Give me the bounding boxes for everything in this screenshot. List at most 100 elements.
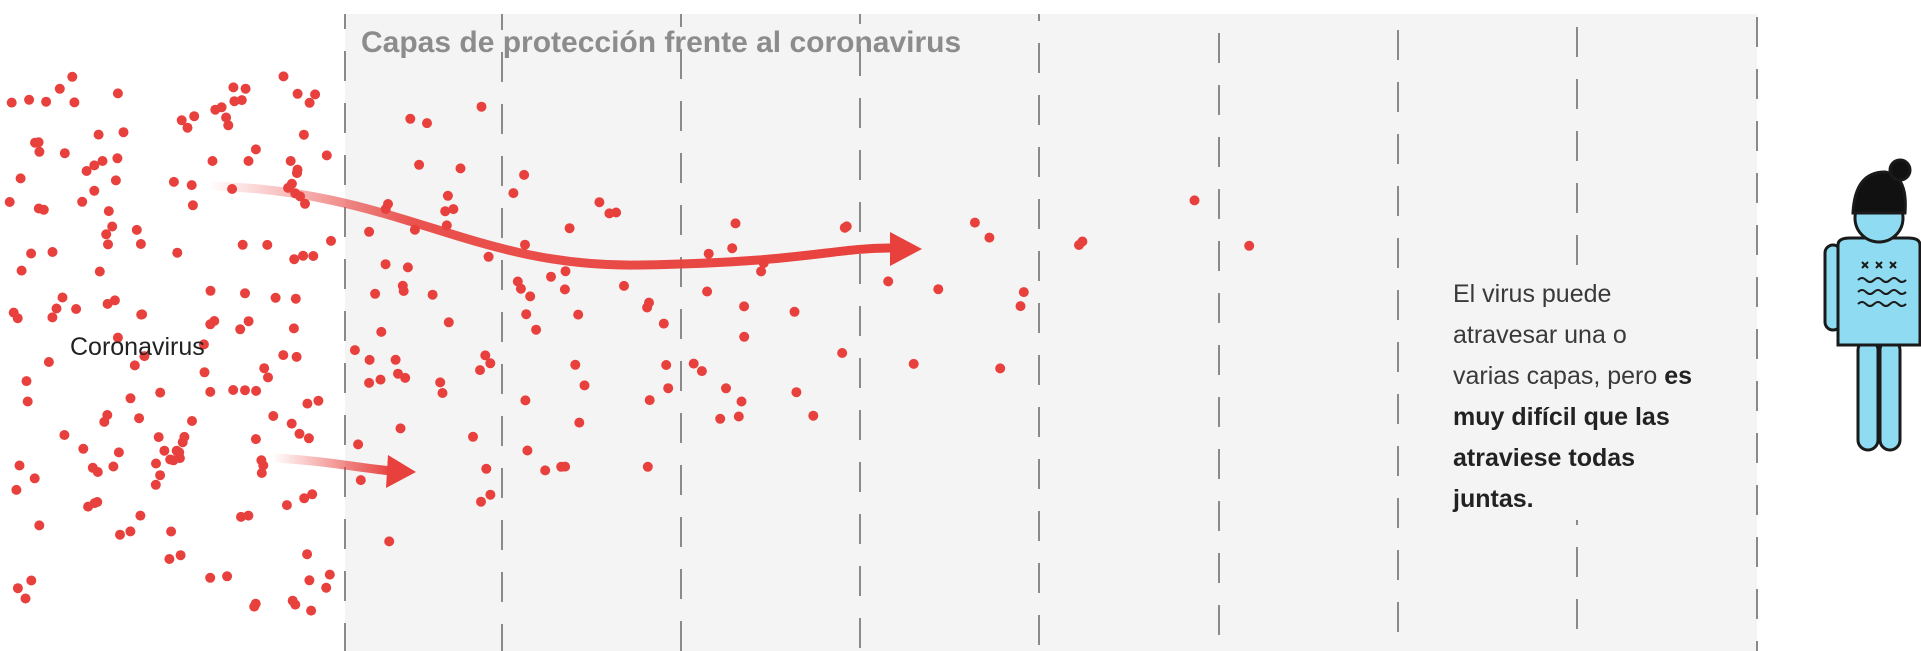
virus-dot bbox=[5, 197, 15, 207]
virus-dot bbox=[883, 276, 893, 286]
virus-dot bbox=[59, 430, 69, 440]
virus-dot bbox=[279, 71, 289, 81]
virus-dot bbox=[837, 348, 847, 358]
virus-dot bbox=[522, 446, 532, 456]
virus-dot bbox=[306, 606, 316, 616]
virus-dot bbox=[235, 324, 245, 334]
virus-dot bbox=[739, 301, 749, 311]
virus-dot bbox=[205, 573, 215, 583]
virus-dot bbox=[176, 550, 186, 560]
virus-dot bbox=[174, 447, 184, 457]
virus-dot bbox=[251, 144, 261, 154]
virus-dot bbox=[391, 355, 401, 365]
virus-dot bbox=[55, 84, 65, 94]
virus-dot bbox=[573, 310, 583, 320]
virus-dot bbox=[645, 395, 655, 405]
virus-dot bbox=[289, 254, 299, 264]
virus-dot bbox=[302, 399, 312, 409]
virus-dot bbox=[136, 239, 146, 249]
virus-dot bbox=[302, 549, 312, 559]
virus-dot bbox=[1077, 237, 1087, 247]
virus-dot bbox=[26, 576, 36, 586]
virus-dot bbox=[83, 502, 93, 512]
virus-dot bbox=[405, 114, 415, 124]
virus-dot bbox=[790, 307, 800, 317]
virus-dot bbox=[179, 432, 189, 442]
virus-dot bbox=[256, 455, 266, 465]
virus-dot bbox=[95, 267, 105, 277]
virus-dot bbox=[307, 489, 317, 499]
virus-dot bbox=[263, 372, 273, 382]
virus-dot bbox=[108, 462, 118, 472]
virus-dot bbox=[165, 455, 175, 465]
virus-dot bbox=[130, 360, 140, 370]
virus-dot bbox=[995, 363, 1005, 373]
virus-dot bbox=[721, 383, 731, 393]
virus-dot bbox=[71, 304, 81, 314]
virus-dot bbox=[326, 236, 336, 246]
virus-dot bbox=[737, 397, 747, 407]
virus-dot bbox=[209, 316, 219, 326]
virus-dot bbox=[259, 363, 269, 373]
virus-dot bbox=[484, 252, 494, 262]
virus-dot bbox=[137, 309, 147, 319]
note: El virus puede atravesar una o varias ca… bbox=[1453, 274, 1693, 520]
virus-dot bbox=[278, 350, 288, 360]
virus-dot bbox=[169, 177, 179, 187]
virus-dot bbox=[228, 82, 238, 92]
virus-dot bbox=[808, 411, 818, 421]
virus-dot bbox=[244, 316, 254, 326]
virus-dot bbox=[119, 127, 129, 137]
virus-dot bbox=[840, 223, 850, 233]
virus-dot bbox=[103, 239, 113, 249]
virus-dot bbox=[34, 520, 44, 530]
virus-dot bbox=[704, 249, 714, 259]
virus-dot bbox=[268, 411, 278, 421]
virus-dot bbox=[200, 367, 210, 377]
virus-dot bbox=[222, 571, 232, 581]
virus-dot bbox=[288, 596, 298, 606]
virus-dot bbox=[565, 223, 575, 233]
virus-dot bbox=[251, 434, 261, 444]
virus-dot bbox=[546, 272, 556, 282]
virus-dot bbox=[23, 397, 33, 407]
virus-dot bbox=[78, 444, 88, 454]
virus-dot bbox=[350, 345, 360, 355]
virus-dot bbox=[295, 429, 305, 439]
virus-dot bbox=[383, 199, 393, 209]
virus-dot bbox=[443, 191, 453, 201]
virus-dot bbox=[114, 447, 124, 457]
virus-dot bbox=[11, 485, 21, 495]
virus-dot bbox=[155, 388, 165, 398]
virus-dot bbox=[1190, 195, 1200, 205]
virus-dot bbox=[1016, 301, 1026, 311]
person bbox=[1825, 160, 1921, 450]
virus-dot bbox=[435, 377, 445, 387]
virus-dot bbox=[104, 206, 114, 216]
virus-dot bbox=[99, 417, 109, 427]
virus-dot bbox=[321, 583, 331, 593]
virus-dot bbox=[727, 243, 737, 253]
virus-dot bbox=[508, 188, 518, 198]
virus-dot bbox=[47, 312, 57, 322]
virus-dot bbox=[422, 118, 432, 128]
virus-dot bbox=[381, 259, 391, 269]
virus-dot bbox=[376, 375, 386, 385]
virus-dot bbox=[356, 475, 366, 485]
virus-dot bbox=[689, 359, 699, 369]
virus-dot bbox=[353, 439, 363, 449]
virus-dot bbox=[791, 387, 801, 397]
virus-dot bbox=[287, 419, 297, 429]
virus-dot bbox=[77, 197, 87, 207]
virus-dot bbox=[365, 355, 375, 365]
virus-dot bbox=[41, 97, 51, 107]
virus-dot bbox=[69, 97, 79, 107]
virus-dot bbox=[734, 412, 744, 422]
virus-dot bbox=[115, 530, 125, 540]
virus-dot bbox=[909, 359, 919, 369]
virus-dot bbox=[1019, 287, 1029, 297]
virus-dot bbox=[238, 240, 248, 250]
note-text: El virus puede atravesar una o varias ca… bbox=[1453, 280, 1657, 390]
virus-dot bbox=[731, 218, 741, 228]
virus-dot bbox=[172, 248, 182, 258]
